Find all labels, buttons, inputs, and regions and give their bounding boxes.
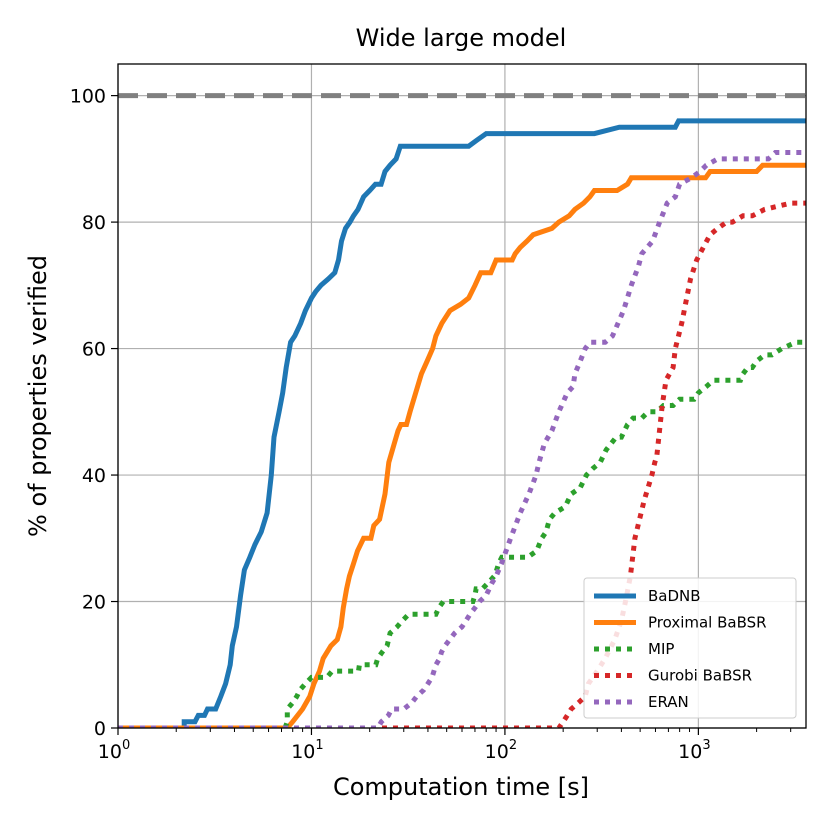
x-tick-base: 10 <box>485 741 509 763</box>
y-tick-label: 20 <box>82 592 106 614</box>
y-tick-label: 60 <box>82 339 106 361</box>
series-group <box>118 118 806 728</box>
x-tick-base: 10 <box>98 741 122 763</box>
y-tick-label: 0 <box>94 718 106 740</box>
x-axis-label: Computation time [s] <box>333 773 589 801</box>
y-tick-label: 80 <box>82 212 106 234</box>
x-tick-exponent: 2 <box>509 738 517 753</box>
series-line-mip <box>282 339 806 728</box>
legend-label-gurobi-babsr: Gurobi BaBSR <box>648 667 752 685</box>
y-tick-label: 40 <box>82 465 106 487</box>
chart-title: Wide large model <box>356 24 567 52</box>
x-tick-exponent: 1 <box>315 738 323 753</box>
y-axis-label: % of properties verified <box>24 255 52 537</box>
x-tick-label: 102 <box>485 738 517 763</box>
legend-label-proximal-babsr: Proximal BaBSR <box>648 614 767 632</box>
x-tick-label: 101 <box>291 738 323 763</box>
x-tick-label: 103 <box>678 738 710 763</box>
x-tick-base: 10 <box>678 741 702 763</box>
legend-label-badnb: BaDNB <box>648 587 701 605</box>
series-line-eran <box>118 150 806 728</box>
series-line-badnb <box>118 118 806 728</box>
x-tick-label: 100 <box>98 738 130 763</box>
legend-frame <box>583 577 797 719</box>
y-tick-label: 100 <box>70 86 106 108</box>
x-tick-base: 10 <box>291 741 315 763</box>
series-line-proximal-babsr <box>118 162 806 728</box>
x-ticks: 100 101 102 103 <box>98 728 792 763</box>
legend: BaDNB Proximal BaBSR MIP Gurobi BaBSR ERAN <box>583 577 797 719</box>
y-ticks: 0 20 40 60 80 100 <box>70 86 118 740</box>
x-tick-exponent: 3 <box>702 738 710 753</box>
x-tick-exponent: 0 <box>122 738 130 753</box>
legend-label-mip: MIP <box>648 640 674 658</box>
legend-label-eran: ERAN <box>648 693 689 711</box>
